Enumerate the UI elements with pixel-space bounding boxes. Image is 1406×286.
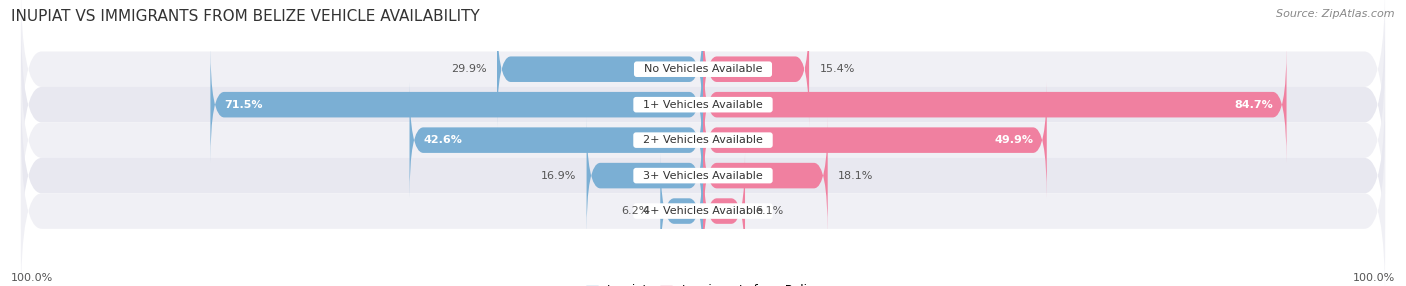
FancyBboxPatch shape xyxy=(703,153,745,269)
Text: INUPIAT VS IMMIGRANTS FROM BELIZE VEHICLE AVAILABILITY: INUPIAT VS IMMIGRANTS FROM BELIZE VEHICL… xyxy=(11,9,479,23)
Text: 18.1%: 18.1% xyxy=(838,171,873,180)
Text: 100.0%: 100.0% xyxy=(1353,273,1395,283)
Text: 2+ Vehicles Available: 2+ Vehicles Available xyxy=(636,135,770,145)
FancyBboxPatch shape xyxy=(496,11,703,127)
FancyBboxPatch shape xyxy=(703,11,808,127)
Text: 100.0%: 100.0% xyxy=(11,273,53,283)
Text: 1+ Vehicles Available: 1+ Vehicles Available xyxy=(636,100,770,110)
Legend: Inupiat, Immigrants from Belize: Inupiat, Immigrants from Belize xyxy=(586,284,820,286)
FancyBboxPatch shape xyxy=(21,51,1385,229)
Text: 16.9%: 16.9% xyxy=(541,171,576,180)
Text: 4+ Vehicles Available: 4+ Vehicles Available xyxy=(636,206,770,216)
Text: 71.5%: 71.5% xyxy=(224,100,263,110)
FancyBboxPatch shape xyxy=(703,47,1286,163)
Text: Source: ZipAtlas.com: Source: ZipAtlas.com xyxy=(1277,9,1395,19)
Text: No Vehicles Available: No Vehicles Available xyxy=(637,64,769,74)
FancyBboxPatch shape xyxy=(409,82,703,198)
Text: 3+ Vehicles Available: 3+ Vehicles Available xyxy=(636,171,770,180)
Text: 29.9%: 29.9% xyxy=(451,64,486,74)
FancyBboxPatch shape xyxy=(211,47,703,163)
Text: 42.6%: 42.6% xyxy=(423,135,463,145)
Text: 84.7%: 84.7% xyxy=(1234,100,1272,110)
Text: 6.2%: 6.2% xyxy=(621,206,650,216)
Text: 15.4%: 15.4% xyxy=(820,64,855,74)
Text: 49.9%: 49.9% xyxy=(994,135,1033,145)
FancyBboxPatch shape xyxy=(21,122,1385,286)
Text: 6.1%: 6.1% xyxy=(755,206,783,216)
FancyBboxPatch shape xyxy=(703,82,1047,198)
FancyBboxPatch shape xyxy=(703,118,828,234)
FancyBboxPatch shape xyxy=(21,16,1385,193)
FancyBboxPatch shape xyxy=(21,0,1385,158)
FancyBboxPatch shape xyxy=(586,118,703,234)
FancyBboxPatch shape xyxy=(661,153,703,269)
FancyBboxPatch shape xyxy=(21,87,1385,264)
